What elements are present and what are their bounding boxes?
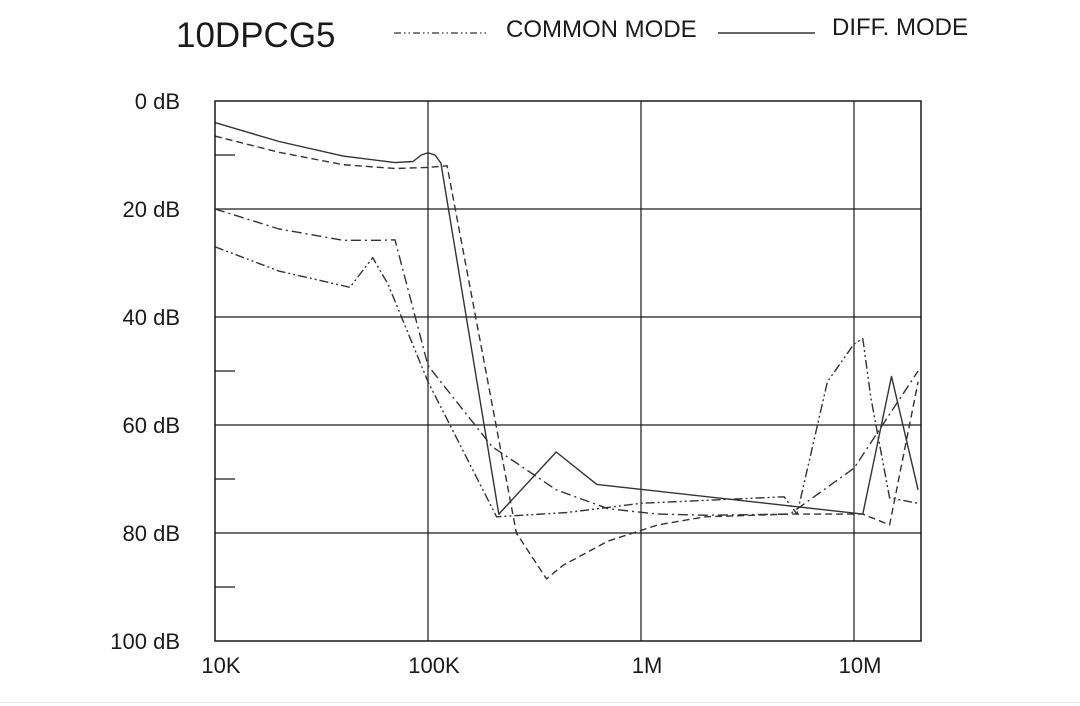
x-tick-label: 10M: [839, 653, 882, 678]
x-tick-label: 10K: [201, 653, 240, 678]
legend-label-common-mode: COMMON MODE: [506, 16, 697, 43]
grid: [215, 101, 921, 641]
series-line-1: [214, 121, 919, 515]
y-tick-label: 0 dB: [135, 89, 180, 114]
legend-label-diff-mode: DIFF. MODE: [832, 14, 968, 41]
x-tick-label: 1M: [632, 653, 663, 678]
y-tick-labels: 0 dB 20 dB 40 dB 60 dB 80 dB 100 dB: [110, 89, 180, 654]
plot-frame: [214, 100, 922, 642]
series-line-3: [214, 208, 919, 516]
series-line-4: [214, 246, 919, 518]
y-tick-label: 100 dB: [110, 629, 180, 654]
series-lines: [214, 121, 919, 580]
y-tick-label: 80 dB: [123, 521, 181, 546]
legend: COMMON MODE DIFF. MODE: [394, 14, 968, 43]
x-tick-label: 100K: [408, 653, 460, 678]
x-tick-labels: 10K 100K 1M 10M: [201, 653, 881, 678]
minor-ticks: [215, 154, 235, 588]
y-tick-label: 60 dB: [123, 413, 181, 438]
y-tick-label: 40 dB: [123, 305, 181, 330]
series-line-2: [214, 135, 919, 580]
y-tick-label: 20 dB: [123, 197, 181, 222]
bottom-divider: [0, 702, 1080, 703]
chart-title: 10DPCG5: [176, 16, 336, 55]
